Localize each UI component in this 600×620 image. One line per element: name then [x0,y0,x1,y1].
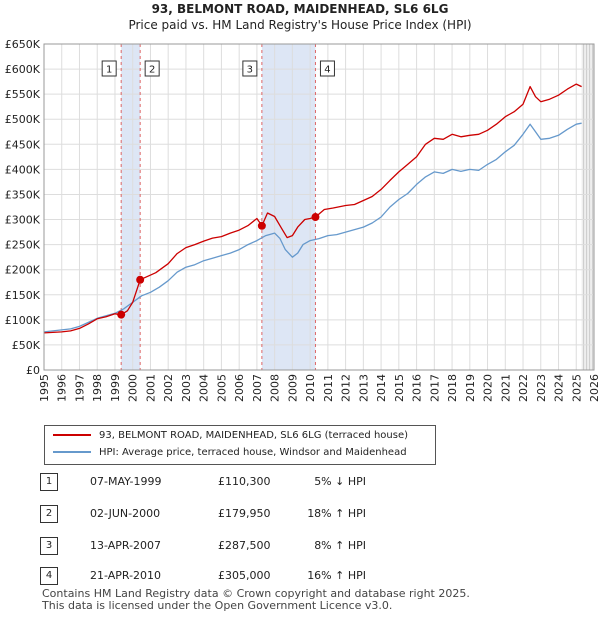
legend-property-label: 93, BELMONT ROAD, MAIDENHEAD, SL6 6LG (t… [99,430,408,441]
y-tick-label: £550K [5,88,41,101]
legend: 93, BELMONT ROAD, MAIDENHEAD, SL6 6LG (t… [44,425,436,465]
sale-price: £305,000 [218,569,271,582]
price-chart: 1 2 3 4 £0 £50K £100K £150K £200K £250K £300K £350K… [5,38,600,402]
y-tick-label: £150K [5,289,41,302]
x-tick-label: 2011 [322,374,335,402]
sale-point [117,310,126,319]
sale-number-label: 3 [247,65,253,76]
y-tick-label: £100K [5,314,41,327]
property-price-line [43,83,582,334]
sale-number-badge: 2 [40,505,58,523]
sale-number-box [319,60,335,77]
legend-hpi-label: HPI: Average price, terraced house, Wind… [99,447,407,458]
y-tick-label: £300K [5,214,41,227]
sale-price: £287,500 [218,539,271,552]
hpi-line-swatch [53,451,91,453]
footer: Contains HM Land Registry data © Crown c… [42,588,470,612]
property-line-swatch [53,434,91,436]
sale-number-label: 2 [149,65,155,76]
table-row: 1 07-MAY-1999 £110,300 5% ↓ HPI [40,472,540,492]
y-tick-label: £450K [5,138,41,151]
x-tick-label: 2012 [340,374,353,402]
y-tick-label: £250K [5,239,41,252]
footer-licence: This data is licensed under the Open Gov… [42,599,393,612]
sale-number-badge: 4 [40,567,58,585]
x-tick-label: 2021 [499,374,512,402]
x-tick-label: 2003 [180,374,193,402]
x-tick-label: 2018 [446,374,459,402]
x-tick-label: 2017 [428,374,441,402]
sale-hpi-diff: 8% ↑ HPI [314,539,366,552]
sale-price: £110,300 [218,475,271,488]
sale-hpi-diff: 18% ↑ HPI [307,507,366,520]
x-tick-label: 2009 [286,374,299,402]
sale-price: £179,950 [218,507,271,520]
x-tick-label: 2013 [357,374,370,402]
table-row: 3 13-APR-2007 £287,500 8% ↑ HPI [40,536,540,556]
x-tick-label: 2026 [588,374,600,402]
x-tick-label: 2025 [570,374,583,402]
shaded-band [121,44,141,370]
sale-number-box [242,60,258,77]
x-tick-label: 2024 [553,374,566,402]
y-tick-label: £200K [5,264,41,277]
footer-copyright: Contains HM Land Registry data © Crown c… [42,587,470,600]
x-tick-label: 2006 [233,374,246,402]
sale-number-badge: 3 [40,537,58,555]
x-tick-label: 2019 [464,374,477,402]
sale-number-label: 1 [106,65,112,76]
x-tick-label: 2016 [411,374,424,402]
x-tick-label: 2008 [269,374,282,402]
legend-item-hpi: HPI: Average price, terraced house, Wind… [53,445,407,461]
sale-point [136,275,145,284]
sale-date: 13-APR-2007 [90,539,162,552]
y-tick-label: £350K [5,188,41,201]
x-tick-label: 2002 [162,374,175,402]
x-tick-label: 1998 [91,374,104,402]
shaded-band [261,44,316,370]
x-tick-label: 2014 [375,374,388,402]
y-tick-label: £400K [5,163,41,176]
chart-title: 93, BELMONT ROAD, MAIDENHEAD, SL6 6LG [151,2,449,16]
y-tick-label: £600K [5,63,41,76]
x-tick-label: 1995 [38,374,51,402]
chart-subtitle: Price paid vs. HM Land Registry's House … [128,18,472,32]
x-tick-label: 2020 [482,374,495,402]
y-tick-label: £650K [5,38,41,51]
sale-hpi-diff: 16% ↑ HPI [307,569,366,582]
sale-date: 07-MAY-1999 [90,475,162,488]
forecast-area [581,44,594,370]
plot-frame [43,43,595,371]
sale-number-box [144,60,160,77]
y-tick-label: £500K [5,113,41,126]
x-tick-label: 1996 [56,374,69,402]
x-tick-label: 2001 [144,374,157,402]
y-tick-label: £50K [12,339,41,352]
x-tick-label: 2022 [517,374,530,402]
sale-date: 02-JUN-2000 [90,507,161,520]
sale-number-label: 4 [324,65,330,76]
sale-hpi-diff: 5% ↓ HPI [314,475,366,488]
x-tick-label: 2007 [251,374,264,402]
sale-point [311,213,320,222]
y-tick-label: £0 [26,364,40,377]
sale-point [257,221,266,230]
x-tick-label: 2004 [198,374,211,402]
x-tick-label: 2000 [127,374,140,402]
table-row: 2 02-JUN-2000 £179,950 18% ↑ HPI [40,504,540,524]
x-tick-label: 1997 [73,374,86,402]
x-tick-label: 2023 [535,374,548,402]
sale-date: 21-APR-2010 [90,569,162,582]
x-tick-label: 2010 [304,374,317,402]
x-tick-label: 2015 [393,374,406,402]
sale-number-box [101,60,117,77]
x-tick-label: 1999 [109,374,122,402]
x-tick-label: 2005 [215,374,228,402]
hpi-line [43,122,582,333]
table-row: 4 21-APR-2010 £305,000 16% ↑ HPI [40,566,540,586]
sale-number-badge: 1 [40,473,58,491]
legend-item-property: 93, BELMONT ROAD, MAIDENHEAD, SL6 6LG (t… [53,428,408,444]
